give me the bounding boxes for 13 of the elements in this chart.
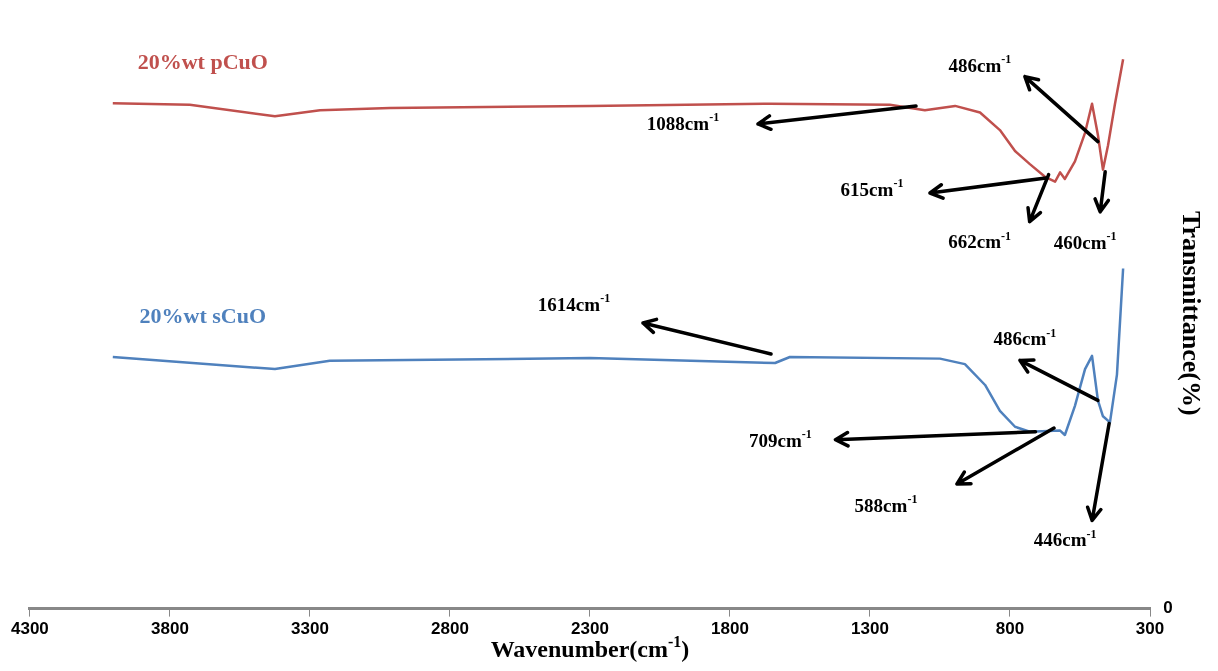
x-tick-label: 800 bbox=[995, 619, 1025, 639]
x-tick-label: 1800 bbox=[711, 619, 749, 639]
x-tick-label: 2300 bbox=[571, 619, 609, 639]
x-tick-label: 3800 bbox=[151, 619, 189, 639]
series-label: 20%wt sCuO bbox=[139, 302, 267, 328]
series-label: 20%wt pCuO bbox=[137, 48, 268, 74]
x-tick-label: 4300 bbox=[11, 619, 49, 639]
y-axis-title: Transmittance(%) bbox=[1177, 211, 1207, 416]
x-tick-label: 300 bbox=[1135, 619, 1165, 639]
x-tick-label: 2800 bbox=[431, 619, 469, 639]
x-tick-label: 3300 bbox=[291, 619, 329, 639]
text: 0 bbox=[1163, 598, 1173, 618]
x-tick-label: 1300 bbox=[851, 619, 889, 639]
